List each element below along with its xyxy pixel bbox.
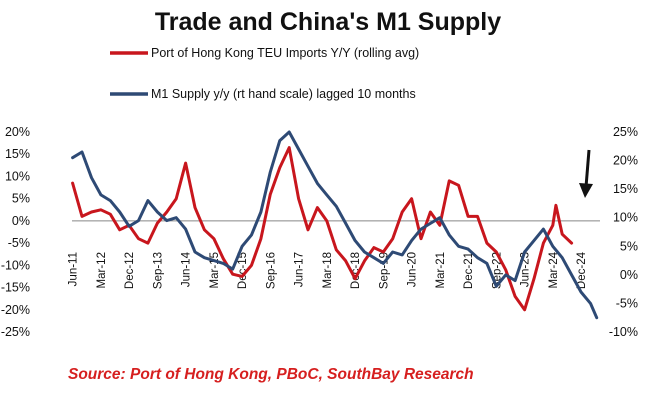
legend-label-m1: M1 Supply y/y (rt hand scale) lagged 10 … (151, 87, 416, 101)
source-note: Source: Port of Hong Kong, PBoC, SouthBa… (68, 366, 474, 383)
right-axis: 25% 20% 15% 10% 5% 0% -5% -10% (609, 125, 638, 339)
arrow-head (579, 183, 593, 198)
left-tick-label: -10% (1, 258, 30, 272)
left-axis: 20% 15% 10% 5% 0% -5% -10% -15% -20% -25% (1, 125, 30, 339)
x-tick-label: Dec-21 (463, 252, 475, 289)
x-tick-label: Dec-18 (350, 252, 362, 289)
right-tick-label: 10% (613, 211, 638, 225)
right-tick-label: 20% (613, 154, 638, 168)
x-tick-label: Mar-24 (548, 251, 560, 288)
right-tick-label: 15% (613, 182, 638, 196)
series-layer (71, 130, 599, 320)
x-tick-label: Mar-18 (322, 252, 334, 288)
chart-title: Trade and China's M1 Supply (155, 8, 501, 36)
right-tick-label: -5% (616, 296, 638, 310)
x-tick-label: Mar-21 (435, 252, 447, 288)
right-tick-label: 5% (620, 239, 638, 253)
legend-label-teu: Port of Hong Kong TEU Imports Y/Y (rolli… (151, 46, 419, 60)
x-tick-label: Sep-13 (152, 252, 164, 289)
x-tick-label: Jun-17 (294, 252, 306, 287)
x-tick-label: Jun-20 (407, 252, 419, 287)
x-tick-label: Sep-16 (265, 252, 277, 289)
x-tick-label: Dec-24 (576, 251, 588, 289)
right-tick-label: -10% (609, 325, 638, 339)
left-tick-label: 10% (5, 169, 30, 183)
left-tick-label: 0% (12, 214, 30, 228)
left-tick-label: -25% (1, 325, 30, 339)
right-tick-label: 25% (613, 125, 638, 139)
x-tick-label: Dec-12 (124, 252, 136, 289)
x-tick-label: Jun-14 (181, 251, 193, 287)
series-line-teu-imports (71, 146, 574, 312)
right-tick-label: 0% (620, 268, 638, 282)
left-tick-label: 15% (5, 147, 30, 161)
x-tick-label: Jun-11 (68, 252, 80, 286)
left-tick-label: 20% (5, 125, 30, 139)
x-tick-label: Dec-15 (237, 252, 249, 289)
left-tick-label: -20% (1, 303, 30, 317)
x-tick-label: Mar-12 (96, 252, 108, 288)
downward-arrow (579, 149, 593, 198)
left-tick-label: 5% (12, 192, 30, 206)
left-tick-label: -15% (1, 281, 30, 295)
x-tick-label: Mar-15 (209, 252, 221, 288)
series-line-m1-supply (71, 130, 599, 320)
arrow-shaft (584, 149, 591, 188)
left-tick-label: -5% (8, 236, 30, 250)
